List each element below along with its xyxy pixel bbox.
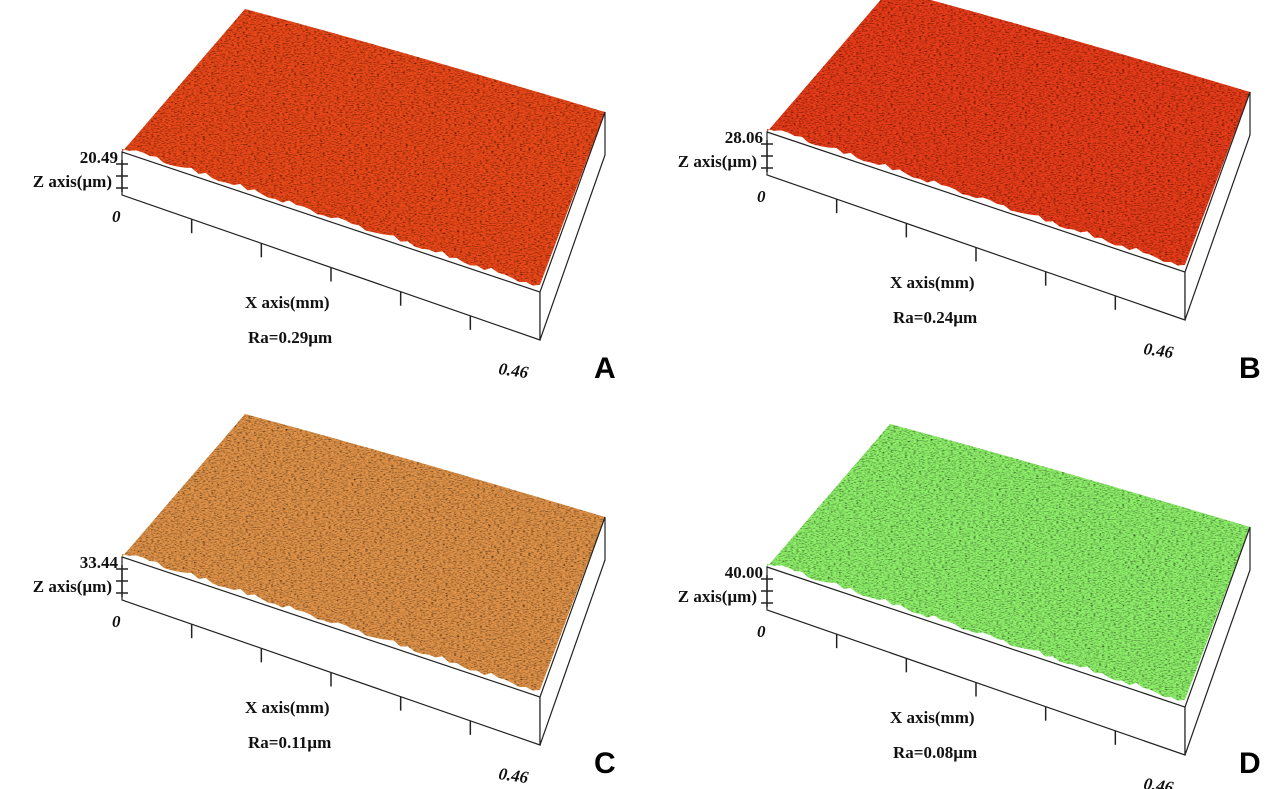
surface-panel: 20.49 Z axis(µm)0 X axis(mm) Ra=0.29µm 0.46 A bbox=[33, 9, 616, 385]
z-max-label: 33.44 bbox=[80, 553, 119, 572]
x-end-label: 0.46 bbox=[1142, 774, 1175, 789]
x-axis-label: X axis(mm) bbox=[890, 708, 975, 727]
box-side bbox=[539, 111, 606, 341]
panel-letter: D bbox=[1239, 747, 1261, 780]
x-end-label: 0.46 bbox=[497, 764, 530, 787]
box-side bbox=[539, 516, 606, 746]
surface-panel: 33.44 Z axis(µm)0 X axis(mm) Ra=0.11µm 0.46 C bbox=[33, 414, 616, 787]
roughness-label: Ra=0.11µm bbox=[248, 733, 331, 752]
surface-panel: 40.00 Z axis(µm)0 X axis(mm) Ra=0.08µm 0.46 D bbox=[678, 424, 1261, 789]
z-max-label: 20.49 bbox=[80, 148, 118, 167]
panel-letter: C bbox=[594, 747, 616, 780]
surface-panel: 28.06 Z axis(µm)0 X axis(mm) Ra=0.24µm 0.46 B bbox=[678, 0, 1261, 385]
surface-top bbox=[767, 424, 1250, 701]
x-axis-label: X axis(mm) bbox=[245, 698, 330, 717]
roughness-label: Ra=0.24µm bbox=[893, 308, 977, 327]
origin-label: 0 bbox=[112, 207, 121, 226]
origin-label: 0 bbox=[112, 612, 121, 631]
z-axis-label: Z axis(µm) bbox=[33, 172, 112, 191]
roughness-label: Ra=0.29µm bbox=[248, 328, 332, 347]
z-axis-label: Z axis(µm) bbox=[678, 587, 757, 606]
roughness-label: Ra=0.08µm bbox=[893, 743, 977, 762]
z-max-label: 40.00 bbox=[725, 563, 763, 582]
box-side bbox=[1184, 526, 1251, 756]
x-axis-label: X axis(mm) bbox=[890, 273, 975, 292]
origin-label: 0 bbox=[757, 622, 766, 641]
x-end-label: 0.46 bbox=[497, 359, 530, 382]
z-max-label: 28.06 bbox=[725, 128, 763, 147]
panel-letter: B bbox=[1239, 352, 1261, 385]
panel-letter: A bbox=[594, 352, 616, 385]
surface-top bbox=[767, 0, 1250, 266]
z-axis-label: Z axis(µm) bbox=[678, 152, 757, 171]
surface-top bbox=[122, 414, 605, 691]
z-axis-label: Z axis(µm) bbox=[33, 577, 112, 596]
box-side bbox=[1184, 91, 1251, 321]
surface-top bbox=[122, 9, 605, 286]
origin-label: 0 bbox=[757, 187, 766, 206]
x-end-label: 0.46 bbox=[1142, 339, 1175, 362]
x-axis-label: X axis(mm) bbox=[245, 293, 330, 312]
